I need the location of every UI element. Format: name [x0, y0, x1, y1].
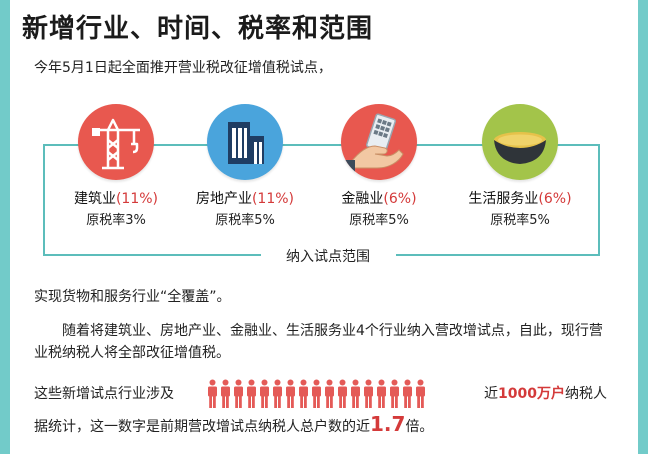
original-rate: 原税率5% — [215, 213, 275, 228]
scope-bracket-bottom-left — [43, 254, 261, 256]
person-icon — [416, 379, 425, 408]
industry-finance: 金融业(6%) 原税率5% — [319, 104, 439, 228]
scope-bracket — [43, 144, 600, 256]
detail-paragraph: 随着将建筑业、房地产业、金融业、生活服务业4个行业纳入营改增试点，自此，现行营业… — [34, 323, 603, 361]
person-icon — [221, 379, 230, 408]
left-border-bar — [0, 0, 10, 454]
industry-name: 生活服务业(6%) — [468, 191, 572, 207]
ratio-highlight: 1.7 — [370, 412, 406, 436]
page-title: 新增行业、时间、税率和范围 — [22, 14, 374, 44]
industry-name: 房地产业(11%) — [195, 191, 295, 207]
person-icon — [286, 379, 295, 408]
statistics-text: 据统计，这一数字是前期营改增试点纳税人总户数的近1.7倍。 — [34, 412, 434, 436]
original-rate: 原税率3% — [86, 213, 146, 228]
person-icon — [273, 379, 282, 408]
involvement-text: 这些新增试点行业涉及 — [34, 386, 174, 402]
person-icon — [312, 379, 321, 408]
right-border-bar — [638, 0, 648, 454]
original-rate: 原税率5% — [349, 213, 409, 228]
person-icon — [364, 379, 373, 408]
building-icon — [207, 104, 283, 180]
coverage-paragraph: 实现货物和服务行业“全覆盖”。 — [34, 289, 231, 305]
person-icon — [377, 379, 386, 408]
bowl-icon — [482, 104, 558, 180]
person-icon — [299, 379, 308, 408]
industry-name: 金融业(6%) — [341, 191, 417, 207]
taxpayer-people-icons — [207, 379, 477, 409]
taxpayer-count-text: 近1000万户纳税人 — [484, 386, 607, 402]
person-icon — [208, 379, 217, 408]
person-icon — [390, 379, 399, 408]
taxpayer-count-highlight: 1000万户 — [498, 386, 565, 402]
scope-bracket-bottom-right — [396, 254, 600, 256]
person-icon — [234, 379, 243, 408]
crane-icon — [78, 104, 154, 180]
scope-label: 纳入试点范围 — [286, 249, 370, 265]
person-icon — [338, 379, 347, 408]
original-rate: 原税率5% — [490, 213, 550, 228]
money-phone-icon — [341, 104, 417, 180]
intro-text: 今年5月1日起全面推开营业税改征增值税试点， — [34, 60, 332, 76]
person-icon — [260, 379, 269, 408]
industry-construction: 建筑业(11%) 原税率3% — [56, 104, 176, 228]
person-icon — [247, 379, 256, 408]
industry-real-estate: 房地产业(11%) 原税率5% — [185, 104, 305, 228]
person-icon — [403, 379, 412, 408]
person-icon — [351, 379, 360, 408]
industry-life-services: 生活服务业(6%) 原税率5% — [460, 104, 580, 228]
person-icon — [325, 379, 334, 408]
industry-name: 建筑业(11%) — [73, 191, 159, 207]
